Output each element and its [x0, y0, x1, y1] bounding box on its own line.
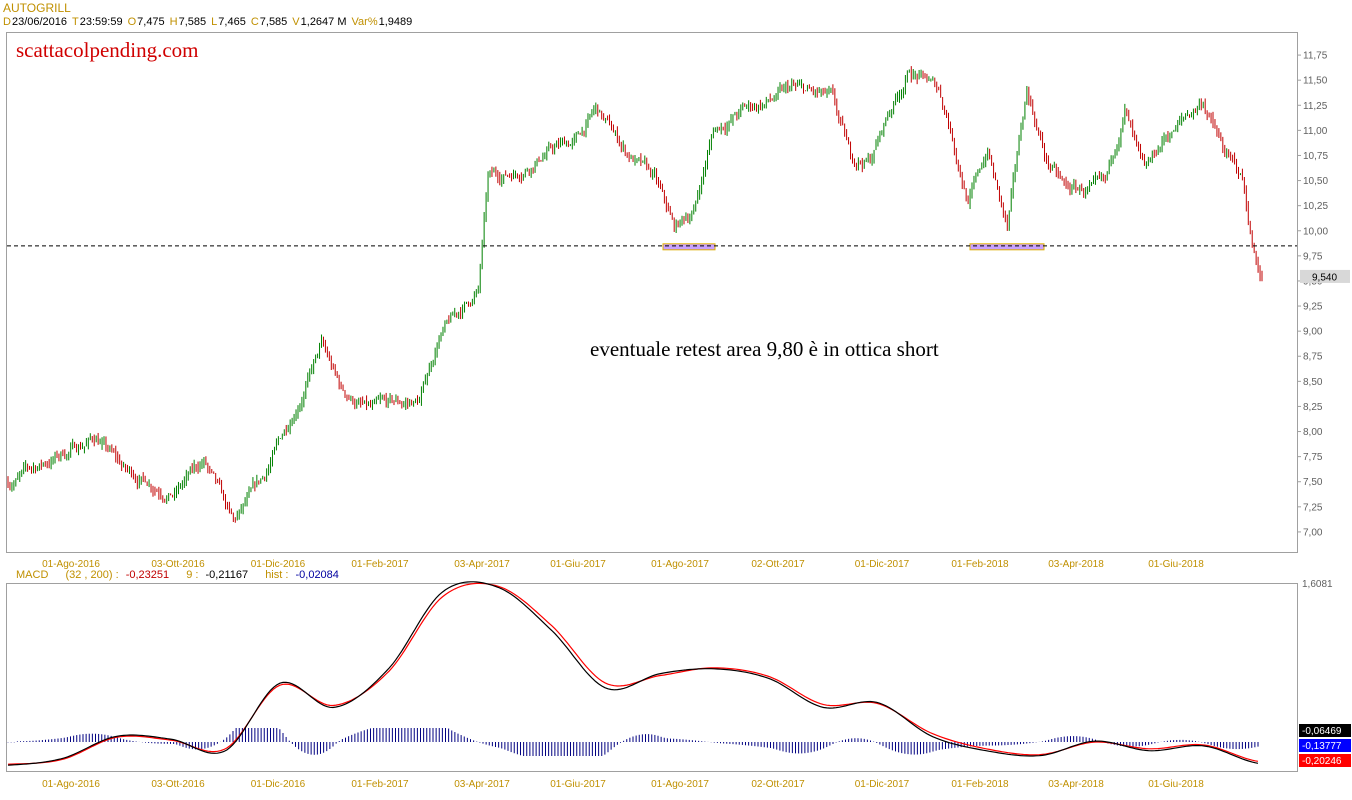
- info-key-3: H: [169, 16, 178, 28]
- macd-right-axis: 1,6081 -0,06469 -0,13777 -0,20246: [1299, 579, 1351, 767]
- date-tick-label: 03-Apr-2017: [454, 559, 510, 570]
- info-value-6: 1,2647 M: [300, 16, 347, 28]
- macd-panel-frame: [6, 583, 1298, 772]
- price-panel-frame: [6, 32, 1298, 553]
- price-tick-label: 7,50: [1303, 477, 1323, 488]
- watermark: scattacolpending.com: [16, 38, 199, 62]
- macd-axis-box: [1299, 754, 1351, 767]
- date-tick-label: 01-Dic-2017: [855, 779, 910, 790]
- last-price-label: 9,540: [1312, 272, 1337, 283]
- info-value-7: 1,9489: [378, 16, 413, 28]
- hist-label: hist :: [265, 569, 289, 581]
- date-tick-label: 01-Ago-2016: [42, 779, 100, 790]
- info-value-3: 7,585: [178, 16, 207, 28]
- date-tick-label: 01-Ago-2017: [651, 779, 709, 790]
- date-tick-label: 01-Giu-2017: [550, 779, 606, 790]
- price-axis: 7,00 7,25 7,50 7,75 8,00 8,25 8,50 8,75 9,00 9,25…: [1297, 51, 1328, 538]
- price-tick-label: 8,50: [1303, 377, 1323, 388]
- date-tick-label: 03-Apr-2018: [1048, 559, 1104, 570]
- price-tick-label: 9,00: [1303, 327, 1323, 338]
- date-tick-label: 02-Ott-2017: [751, 559, 805, 570]
- macd-axis-box: [1299, 739, 1351, 752]
- info-value-1: 23:59:59: [79, 16, 123, 28]
- info-value-2: 7,475: [137, 16, 165, 28]
- price-tick-label: 7,00: [1303, 527, 1323, 538]
- ohlc-info-line: D23/06/2016 T23:59:59 O7,475 H7,585 L7,465 C7…: [3, 16, 412, 28]
- info-key-6: V: [292, 16, 300, 28]
- info-key-2: O: [127, 16, 137, 28]
- date-tick-label: 01-Feb-2017: [351, 779, 409, 790]
- last-price-marker: 9,540: [1300, 269, 1350, 283]
- price-tick-label: 11,25: [1303, 101, 1328, 112]
- date-axis-bottom: 01-Ago-2016 03-Ott-2016 01-Dic-2016 01-Feb-…: [42, 779, 1204, 790]
- macd-line: [7, 581, 1259, 766]
- macd-value: -0,23251: [125, 569, 170, 581]
- price-tick-label: 10,50: [1303, 176, 1328, 187]
- ohlc-bars: [7, 66, 1263, 523]
- macd-histogram: [7, 728, 1259, 756]
- date-tick-label: 01-Ago-2017: [651, 559, 709, 570]
- info-value-5: 7,585: [259, 16, 288, 28]
- date-tick-label: 01-Feb-2018: [951, 779, 1009, 790]
- price-tick-label: 7,25: [1303, 502, 1323, 513]
- support-zones: [662, 243, 1045, 251]
- price-tick-label: 11,50: [1303, 76, 1328, 87]
- date-tick-label: 01-Giu-2017: [550, 559, 606, 570]
- date-tick-label: 01-Feb-2017: [351, 559, 409, 570]
- date-tick-label: 01-Giu-2018: [1148, 559, 1204, 570]
- macd-axis-label: -0,13777: [1302, 741, 1342, 752]
- date-axis-top: 01-Ago-2016 03-Ott-2016 01-Dic-2016 01-Feb-…: [42, 559, 1204, 570]
- date-tick-label: 01-Ago-2016: [42, 559, 100, 570]
- date-tick-label: 01-Feb-2018: [951, 559, 1009, 570]
- info-key-1: T: [72, 16, 79, 28]
- support-zone: [662, 243, 716, 251]
- date-tick-label: 03-Ott-2016: [151, 559, 205, 570]
- date-tick-label: 01-Dic-2017: [855, 559, 910, 570]
- price-tick-label: 10,25: [1303, 201, 1328, 212]
- price-tick-label: 9,75: [1303, 251, 1323, 262]
- macd-axis-label: -0,20246: [1302, 756, 1342, 767]
- date-tick-label: 01-Dic-2016: [251, 779, 306, 790]
- date-tick-label: 03-Ott-2016: [151, 779, 205, 790]
- macd-signal-line: [7, 582, 1259, 765]
- info-key-5: C: [250, 16, 259, 28]
- price-tick-label: 7,75: [1303, 452, 1323, 463]
- macd-axis-label: -0,06469: [1302, 726, 1342, 737]
- info-value-0: 23/06/2016: [11, 16, 68, 28]
- date-tick-label: 03-Apr-2018: [1048, 779, 1104, 790]
- macd-label: MACD: [16, 569, 49, 581]
- price-tick-label: 8,00: [1303, 427, 1323, 438]
- last-price-box: [1300, 269, 1350, 283]
- info-value-4: 7,465: [218, 16, 246, 28]
- price-tick-label: 8,25: [1303, 402, 1323, 413]
- macd-axis-box: [1299, 724, 1351, 737]
- date-tick-label: 01-Dic-2016: [251, 559, 306, 570]
- info-key-4: L: [211, 16, 218, 28]
- price-tick-label: 11,75: [1303, 51, 1328, 62]
- support-zone: [969, 243, 1045, 251]
- chart-annotation: eventuale retest area 9,80 è in ottica s…: [590, 337, 939, 361]
- info-key-0: D: [3, 16, 11, 28]
- date-tick-label: 03-Apr-2017: [454, 779, 510, 790]
- price-tick-label: 10,75: [1303, 151, 1328, 162]
- info-key-7: Var%: [351, 16, 378, 28]
- price-tick-label: 10,00: [1303, 226, 1328, 237]
- price-tick-label: 9,25: [1303, 302, 1323, 313]
- hist-value: -0,02084: [295, 569, 339, 581]
- macd-info-line: MACD (32 , 200) : -0,23251 9 : -0,21167 …: [16, 569, 339, 581]
- symbol-title: AUTOGRILL: [3, 1, 71, 15]
- signal-value: -0,21167: [205, 569, 249, 581]
- macd-params: (32 , 200) :: [65, 569, 119, 581]
- price-tick-label: 11,00: [1303, 126, 1328, 137]
- date-tick-label: 01-Giu-2018: [1148, 779, 1204, 790]
- price-tick-label: 8,75: [1303, 352, 1323, 363]
- macd-axis-label: 1,6081: [1302, 579, 1333, 590]
- date-tick-label: 02-Ott-2017: [751, 779, 805, 790]
- signal-label: 9 :: [186, 569, 199, 581]
